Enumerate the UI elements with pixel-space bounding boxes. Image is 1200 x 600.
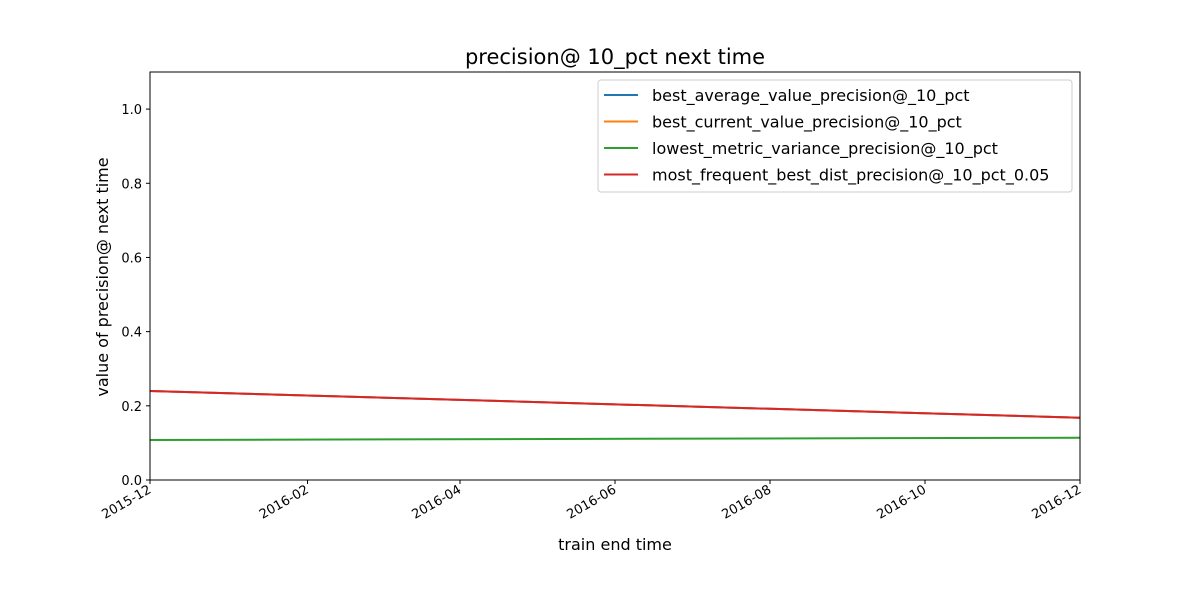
chart-title: precision@ 10_pct next time bbox=[465, 45, 765, 70]
y-tick-label: 1.0 bbox=[121, 103, 142, 118]
y-axis-label: value of precision@ next time bbox=[93, 157, 112, 396]
x-axis-label: train end time bbox=[558, 535, 672, 554]
x-tick-label: 2016-06 bbox=[564, 482, 619, 522]
x-tick-label: 2016-02 bbox=[257, 482, 312, 522]
legend-label-2: best_current_value_precision@_10_pct bbox=[652, 113, 962, 133]
series-line-3 bbox=[149, 436, 1081, 441]
x-tick-label: 2016-04 bbox=[409, 482, 464, 522]
series-line-4 bbox=[149, 389, 1081, 419]
y-tick-label: 0.2 bbox=[121, 400, 142, 415]
legend-label-3: lowest_metric_variance_precision@_10_pct bbox=[652, 139, 998, 159]
y-tick-label: 0.6 bbox=[121, 251, 142, 266]
x-tick-label: 2016-08 bbox=[719, 482, 774, 522]
y-tick-label: 0.0 bbox=[121, 474, 142, 489]
y-tick-label: 0.4 bbox=[121, 326, 142, 341]
x-tick-label: 2016-12 bbox=[1029, 482, 1084, 522]
legend-box bbox=[597, 79, 1073, 193]
legend: best_average_value_precision@_10_pctbest… bbox=[597, 79, 1073, 193]
x-tick-label: 2016-10 bbox=[874, 482, 929, 522]
y-tick-label: 0.8 bbox=[121, 177, 142, 192]
legend-label-4: most_frequent_best_dist_precision@_10_pc… bbox=[652, 166, 1049, 186]
legend-label-1: best_average_value_precision@_10_pct bbox=[652, 86, 970, 106]
